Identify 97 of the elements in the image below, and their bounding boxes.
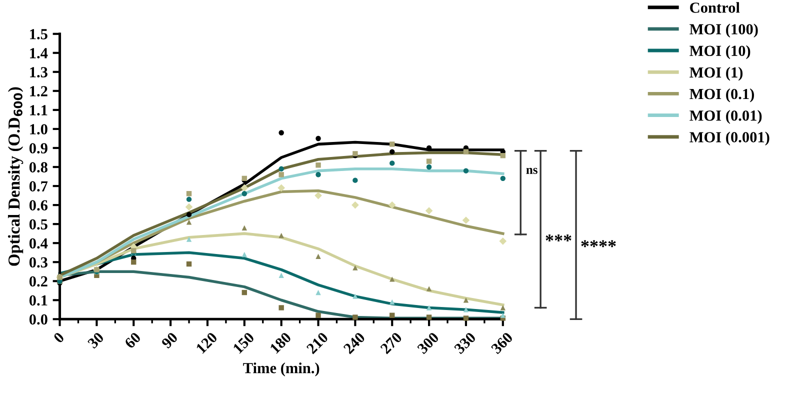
point (186, 220, 192, 225)
point (390, 312, 395, 318)
x-tick-label: 300 (416, 332, 440, 354)
point (185, 203, 193, 211)
point (500, 176, 506, 182)
point (186, 212, 192, 218)
point (500, 152, 506, 158)
legend-label: MOI (0.001) (690, 132, 770, 146)
point (278, 272, 284, 278)
y-tick-label: 0.0 (29, 314, 48, 325)
y-tick-label: 0.8 (29, 162, 48, 173)
point (426, 158, 432, 164)
point (463, 168, 469, 174)
point (316, 136, 321, 142)
legend-label: MOI (1) (690, 66, 743, 81)
legend-label: MOI (0.01) (690, 110, 762, 124)
x-tick-label: 30 (87, 332, 104, 349)
point (390, 149, 395, 154)
point (316, 254, 321, 259)
point (278, 172, 284, 178)
point (242, 290, 248, 296)
point (463, 298, 469, 303)
point (316, 172, 321, 178)
point (242, 225, 248, 230)
point (352, 314, 358, 320)
text: ns (526, 168, 538, 174)
y-tick-label: 0.5 (29, 219, 48, 230)
y-tick-label: 0.7 (29, 181, 48, 192)
point (390, 276, 395, 282)
y-tick-label: 1.2 (30, 86, 48, 96)
point (426, 286, 432, 292)
legend-label: Control (690, 2, 740, 13)
point (463, 316, 469, 321)
point (316, 162, 321, 168)
point (352, 265, 358, 270)
point (499, 237, 507, 245)
point (186, 196, 192, 202)
point (463, 149, 469, 154)
x-tick-label: 270 (380, 332, 403, 354)
x-axis-title: Time (min.) (243, 362, 320, 376)
x-tick-label: 360 (490, 332, 514, 354)
point (316, 312, 321, 318)
point (390, 299, 395, 305)
point (426, 164, 432, 170)
x-tick-label: 240 (342, 332, 366, 354)
point (500, 312, 506, 318)
x-tick-label: 210 (306, 332, 329, 354)
point (388, 201, 396, 209)
y-tick-label: 1.5 (30, 29, 48, 40)
point (426, 305, 432, 310)
point (186, 261, 192, 267)
x-tick-label: 90 (160, 332, 178, 350)
x-tick-label: 120 (196, 332, 218, 354)
point (390, 142, 395, 147)
legend-label: MOI (100) (690, 24, 758, 38)
x-tick-label: 180 (270, 332, 292, 354)
point (242, 191, 248, 196)
point (352, 294, 358, 299)
point (278, 184, 286, 192)
point (278, 305, 284, 310)
point (352, 201, 359, 209)
y-tick-label: 1.1 (30, 105, 48, 116)
point (242, 252, 248, 258)
legend-label: MOI (0.1) (690, 88, 754, 102)
point (278, 166, 284, 172)
y-tick-label: 0.1 (29, 295, 48, 306)
y-tick-label: 0.3 (29, 257, 48, 268)
point (390, 160, 395, 166)
point (314, 192, 322, 200)
x-tick-label: 150 (232, 332, 255, 354)
point (278, 232, 284, 238)
point (131, 259, 136, 265)
point (462, 216, 470, 224)
text: *** (546, 234, 572, 242)
y-tick-label: 0.6 (29, 200, 48, 211)
y-tick-label: 0.4 (29, 238, 48, 249)
y-tick-label: 1.3 (30, 67, 48, 78)
point (186, 236, 192, 242)
x-tick-label: 330 (454, 332, 476, 354)
x-tick-label: 60 (124, 332, 142, 349)
point (500, 305, 506, 310)
point (463, 307, 469, 312)
point (425, 207, 433, 214)
y-axis-title: Optical Density (O.D$_{600}$) (8, 87, 24, 266)
point (240, 184, 248, 192)
point (278, 130, 284, 136)
point (426, 314, 432, 320)
y-tick-label: 0.9 (29, 143, 48, 154)
y-tick-label: 0.2 (29, 276, 48, 287)
text: **** (581, 240, 616, 248)
point (186, 191, 192, 196)
legend-label: MOI (10) (690, 45, 750, 60)
y-tick-label: 1.0 (30, 124, 48, 134)
x-tick-label: 0 (52, 332, 65, 344)
point (352, 178, 358, 183)
point (316, 290, 321, 296)
y-tick-label: 1.4 (30, 48, 48, 58)
